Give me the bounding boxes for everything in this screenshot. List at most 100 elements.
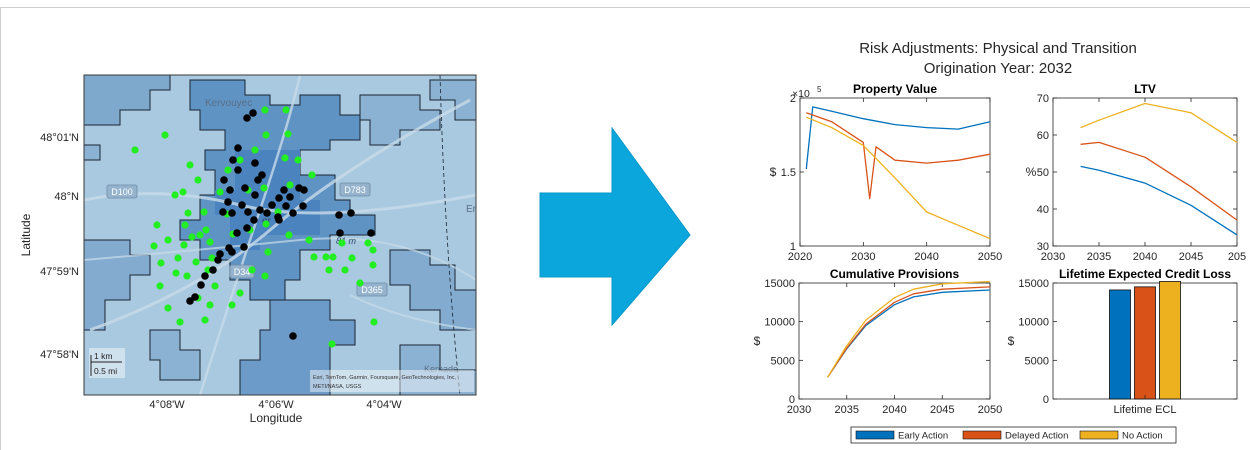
map-green-point [325,266,333,274]
svg-text:4°04'W: 4°04'W [366,399,402,411]
map-green-point [260,184,268,192]
chart-ytick-label: 70 [1037,93,1049,105]
map-green-point [180,241,188,249]
chart-ytick-label: 1 [790,241,796,253]
map-green-point [308,171,316,179]
series-line-early [1080,165,1238,236]
map-green-point [236,289,244,297]
map-green-point [285,231,293,239]
map-green-point [184,209,192,217]
chart-ylabel: $ [1008,334,1015,348]
map-green-point [329,253,337,261]
map-black-point [234,166,242,174]
map-black-point [275,194,283,202]
chart-ltv: LTV 30 40 50 60 70% 2030 2035 2040 2045 205 [1026,82,1247,263]
map-black-point [256,206,264,214]
map-black-point [244,208,252,216]
chart-xtick-label: 2040 [882,404,906,416]
map-lat-ticks: 48°01'N 48°N 47°59'N 47°58'N [40,132,79,361]
road-label-d783: D783 [339,182,371,197]
map-green-points [131,106,378,348]
chart-ytick-label: 60 [1037,130,1049,142]
map-green-point [261,272,269,280]
chart-ytick-label: 50 [1037,167,1049,179]
chart-xtick-label: 2030 [851,251,875,263]
map-green-point [208,254,216,262]
chart-xtick-label: 2035 [835,404,859,416]
chart-title: Lifetime Expected Credit Loss [1059,267,1231,281]
figure-title-line1: Risk Adjustments: Physical and Transitio… [859,40,1137,57]
map-black-point [214,256,222,264]
legend-swatch-delayed [962,430,1002,440]
map-green-point [161,131,169,139]
chart-xtick-label: 2050 [978,251,1002,263]
map-green-point [369,261,377,269]
map-green-point [174,254,182,262]
svg-text:0.5 mi: 0.5 mi [94,366,117,376]
chart-ytick-label: 5000 [771,355,795,367]
map-scale-bar: 1 km 0.5 mi [89,348,125,378]
map-black-point [258,171,266,179]
svg-text:Esri, TomTom, Garmin, Foursqua: Esri, TomTom, Garmin, Foursquare, GeoTec… [313,375,456,381]
map-green-point [200,208,208,216]
map-green-point [294,156,302,164]
map-green-point [164,304,172,312]
map-place-label: Er [466,204,477,215]
map-black-point [225,244,233,252]
map-panel[interactable]: Kervouyec Kernade Er er 81 m D100 D783 D… [19,74,477,425]
chart-axes-box [799,97,991,247]
map-green-point [179,188,187,196]
map-black-point [249,109,257,117]
map-green-point [176,318,184,326]
map-black-point [280,186,288,194]
series-line-none [806,116,991,240]
map-black-point [219,208,227,216]
map-black-point [250,216,258,224]
map-black-point [335,211,343,219]
map-green-point [192,258,200,266]
map-green-point [348,254,356,262]
map-green-point [328,340,336,348]
map-place-label: Kervouyec [205,98,252,109]
chart-xtick-label: 2035 [1087,251,1111,263]
map-green-point [305,236,313,244]
map-black-point [263,209,271,217]
chart-ytick-label: 0 [1043,394,1049,406]
svg-text:48°N: 48°N [54,191,79,203]
legend-swatch-none [1079,430,1119,440]
svg-text:47°59'N: 47°59'N [40,266,79,278]
map-black-point [275,216,283,224]
map-black-point [243,224,251,232]
chart-xtick-label: Lifetime ECL [1114,404,1177,416]
map-green-point [369,246,377,254]
map-green-point [150,242,158,250]
map-black-point [224,198,232,206]
chart-lifetime-ecl: Lifetime Expected Credit Loss 0 5000 10000 1… [1008,267,1238,416]
series-line-early [805,106,991,170]
map-black-point [226,186,234,194]
map-green-point [251,146,259,154]
map-black-point [286,193,294,201]
chart-cumulative-provisions: Cumulative Provisions 0 5000 10000 15000 $203… [754,267,1003,416]
map-black-point [238,201,246,209]
map-black-point [243,114,251,122]
chart-ytick-label: 10000 [1018,317,1049,329]
series-line-delayed [827,286,991,378]
road-label-d365: D365 [356,282,388,297]
chart-xtick-label: 2045 [1179,251,1203,263]
chart-ylabel: $ [770,165,777,179]
map-black-point [299,202,307,210]
chart-xtick-label: 2050 [978,404,1002,416]
road-label-d34: D34 [229,264,255,279]
map-green-point [164,236,172,244]
map-green-point [206,238,214,246]
chart-xtick-label: 2030 [787,404,811,416]
map-black-point [234,144,242,152]
map-black-point [216,250,224,258]
svg-text:4°06'W: 4°06'W [258,399,294,411]
map-green-point [156,282,164,290]
map-green-point [153,221,161,229]
map-green-point [284,130,292,138]
